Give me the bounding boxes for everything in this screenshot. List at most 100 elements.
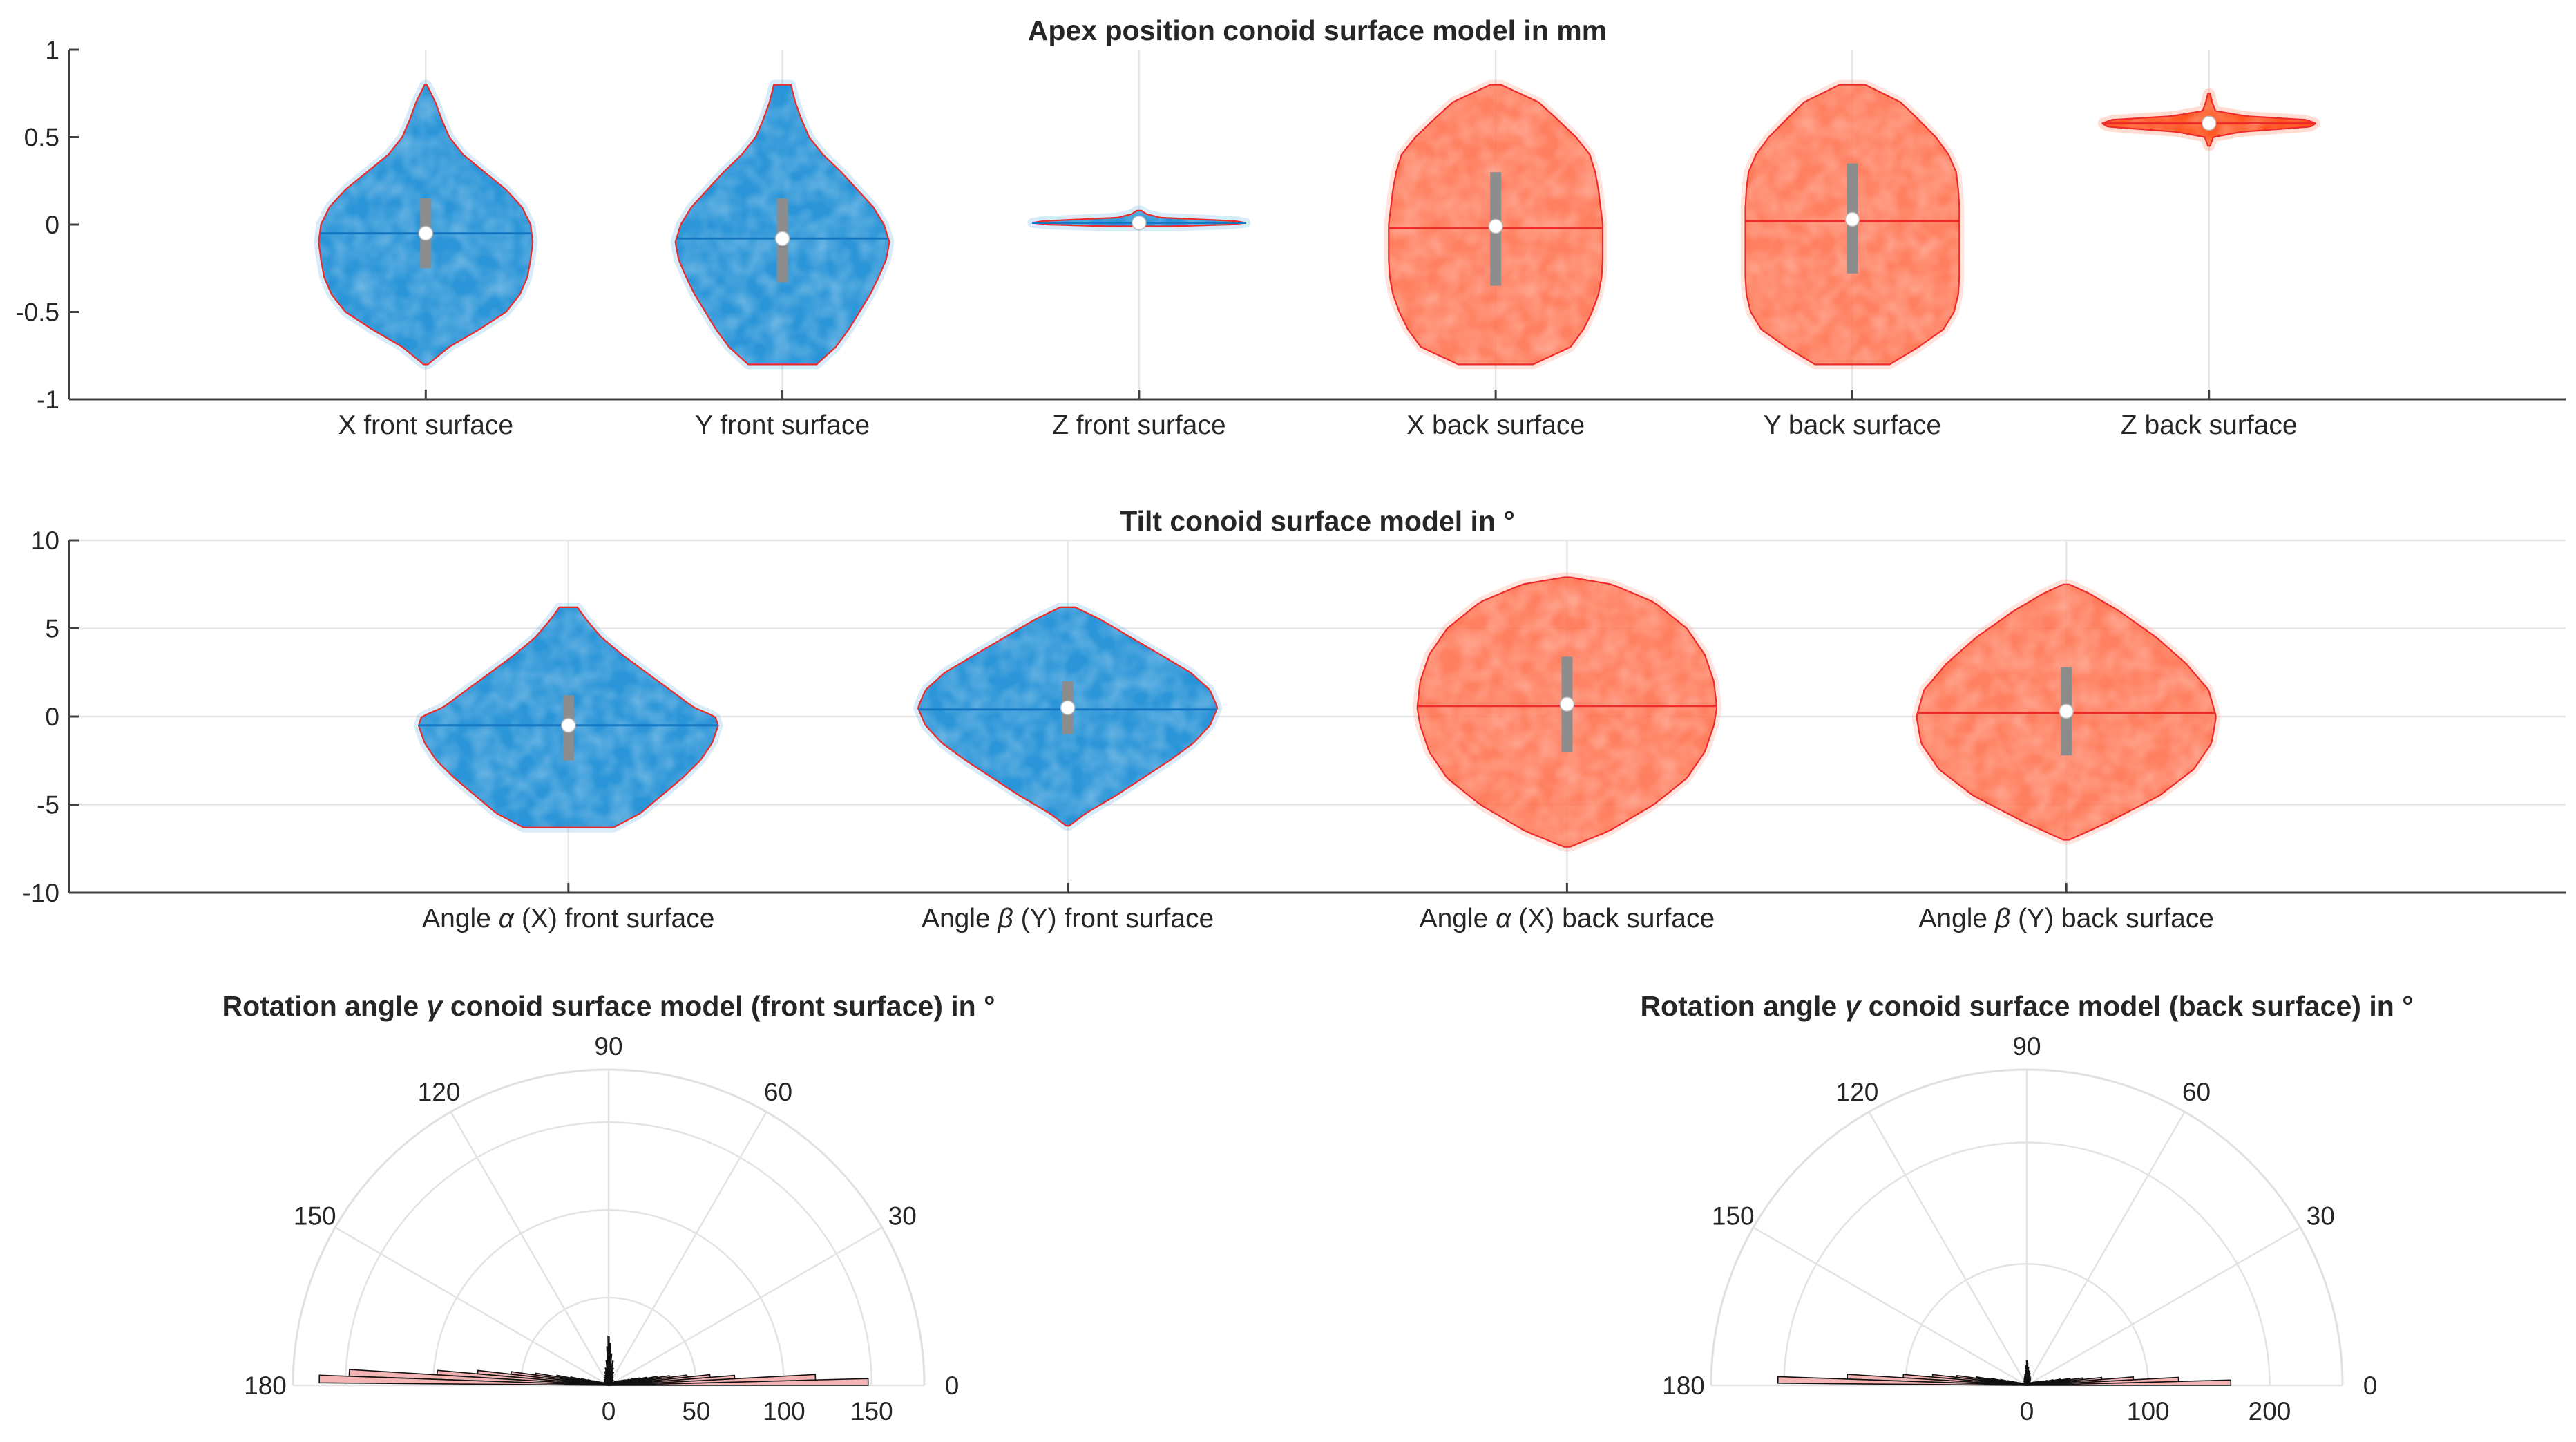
x-tick-label: Y back surface	[1764, 410, 1941, 440]
label-part: (X) front surface	[514, 904, 714, 933]
label-part: Angle	[922, 904, 998, 933]
median-marker	[1559, 696, 1575, 712]
label-part: α	[499, 904, 515, 933]
violin-outline	[1744, 84, 1960, 366]
chart-title: Rotation angle γ conoid surface model (b…	[1640, 990, 2413, 1022]
r-tick-label: 50	[682, 1397, 710, 1425]
r-tick-label: 100	[763, 1397, 805, 1425]
violin-outline	[1032, 209, 1246, 227]
polar-boundary	[1710, 1068, 2344, 1386]
theta-tick-label: 120	[418, 1078, 461, 1106]
label-part: α	[1496, 904, 1512, 933]
apex-position-panel: Apex position conoid surface model in mm…	[15, 15, 2566, 440]
label-part: conoid surface model (front surface) in …	[442, 990, 995, 1022]
y-tick-label: -1	[37, 386, 59, 414]
theta-tick-label: 90	[2012, 1032, 2041, 1061]
chart-title: Apex position conoid surface model in mm	[1028, 15, 1607, 46]
violin-outline	[2101, 93, 2316, 147]
angular-grid-line	[334, 1226, 609, 1387]
violin-outline	[674, 84, 890, 366]
violin-outline	[1416, 576, 1718, 848]
label-part: Angle	[1918, 904, 1995, 933]
median-marker	[774, 231, 790, 246]
violin-4	[1384, 79, 1607, 370]
label-part: Angle	[422, 904, 499, 933]
r-tick-label: 0	[602, 1397, 616, 1425]
y-tick-label: 1	[45, 36, 59, 64]
y-tick-label: -5	[37, 791, 59, 819]
x-tick-label: Angle β (Y) back surface	[1918, 904, 2214, 933]
label-part: conoid surface model (back surface) in °	[1860, 990, 2413, 1022]
median-marker	[418, 225, 434, 241]
polar-boundary	[292, 1068, 926, 1386]
theta-tick-label: 90	[594, 1032, 622, 1061]
violin-1	[414, 602, 723, 833]
y-tick-label: 0	[45, 703, 59, 731]
label-part: γ	[1845, 990, 1862, 1022]
chart-title: Tilt conoid surface model in °	[1120, 505, 1515, 537]
theta-tick-label: 60	[2182, 1078, 2211, 1106]
label-part: Angle	[1420, 904, 1496, 933]
violin-3	[1412, 572, 1721, 852]
violin-outline	[1916, 583, 2217, 841]
theta-tick-label: 0	[2363, 1372, 2378, 1400]
violin-outline	[417, 606, 719, 828]
x-tick-label: Angle β (Y) front surface	[922, 904, 1214, 933]
median-marker	[1488, 218, 1503, 234]
violin-6	[2097, 88, 2320, 151]
theta-tick-label: 0	[945, 1372, 960, 1400]
label-part: Rotation angle	[222, 990, 427, 1022]
violin-2	[670, 79, 895, 370]
r-tick-label: 100	[2127, 1397, 2170, 1425]
median-marker	[2201, 115, 2217, 131]
label-part: (Y) back surface	[2010, 904, 2214, 933]
y-tick-label: 0.5	[24, 124, 59, 152]
x-tick-label: Angle α (X) front surface	[422, 904, 714, 933]
y-tick-label: -0.5	[15, 298, 59, 327]
label-part: β	[1994, 904, 2010, 933]
angular-grid-line	[2025, 1111, 2186, 1386]
chart-title: Rotation angle γ conoid surface model (f…	[222, 990, 995, 1022]
histogram-bar	[1777, 1376, 2028, 1386]
median-marker	[1060, 700, 1076, 715]
angular-grid-line	[450, 1111, 610, 1386]
label-part: β	[998, 904, 1013, 933]
x-tick-label: Z back surface	[2121, 410, 2298, 440]
x-tick-label: X front surface	[338, 410, 513, 440]
tilt-panel: Tilt conoid surface model in ° -10 -5 0 5 10 A…	[23, 505, 2566, 933]
theta-tick-label: 30	[2307, 1202, 2335, 1231]
theta-tick-label: 30	[888, 1202, 917, 1231]
median-marker	[1132, 215, 1147, 231]
violin-2	[913, 602, 1223, 831]
angular-grid-line	[1868, 1111, 2028, 1386]
violin-outline	[318, 84, 534, 366]
angular-grid-line	[607, 1111, 767, 1386]
x-tick-label: Y front surface	[695, 410, 870, 440]
violin-outline	[1388, 84, 1604, 366]
theta-tick-label: 180	[1662, 1372, 1705, 1400]
r-tick-label: 150	[850, 1397, 893, 1425]
theta-tick-label: 150	[294, 1202, 336, 1231]
label-part: (X) back surface	[1511, 904, 1715, 933]
median-marker	[2059, 703, 2074, 719]
theta-tick-label: 150	[1712, 1202, 1755, 1231]
median-marker	[1844, 211, 1860, 227]
violin-1	[314, 79, 538, 370]
rotation-front-panel: Rotation angle γ conoid surface model (f…	[222, 990, 995, 1425]
violin-outline	[917, 606, 1219, 827]
y-tick-label: -10	[23, 879, 59, 907]
label-part: Rotation angle	[1640, 990, 1844, 1022]
y-tick-label: 5	[45, 615, 59, 643]
violin-5	[1740, 79, 1965, 370]
median-marker	[561, 718, 576, 733]
y-tick-label: 0	[45, 211, 59, 239]
x-tick-label: Angle α (X) back surface	[1420, 904, 1715, 933]
r-tick-label: 0	[2020, 1397, 2034, 1425]
r-tick-label: 200	[2249, 1397, 2291, 1425]
theta-tick-label: 180	[244, 1372, 287, 1400]
x-tick-label: X back surface	[1406, 410, 1585, 440]
label-part: γ	[427, 990, 444, 1022]
violin-3	[1027, 205, 1251, 231]
histogram-bar	[318, 1374, 609, 1386]
